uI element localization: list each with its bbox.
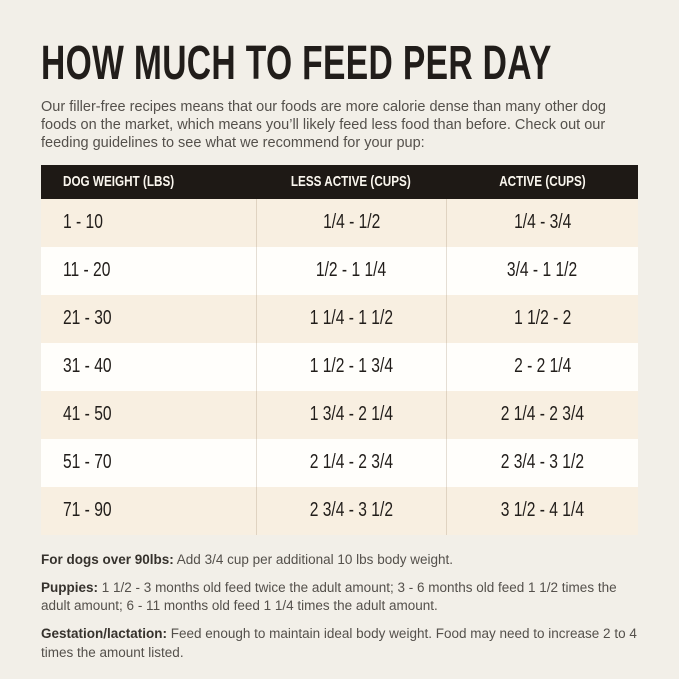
cell-active: 2 - 2 1/4 [446,342,638,391]
table-row: 51 - 70 2 1/4 - 2 3/4 2 3/4 - 3 1/2 [41,438,638,487]
cell-less-active: 1/4 - 1/2 [256,198,446,247]
header-dog-weight: DOG WEIGHT (LBS) [63,173,175,191]
note-text: 1 1/2 - 3 months old feed twice the adul… [41,579,617,614]
cell-active: 2 1/4 - 2 3/4 [446,390,638,439]
cell-weight: 51 - 70 [63,451,112,474]
cell-active: 1 1/2 - 2 [446,294,638,343]
cell-less-active: 1 1/4 - 1 1/2 [256,294,446,343]
note-puppies: Puppies: 1 1/2 - 3 months old feed twice… [41,579,645,617]
cell-weight: 71 - 90 [63,499,112,522]
feeding-table: DOG WEIGHT (LBS) LESS ACTIVE (CUPS) ACTI… [41,164,638,535]
table-header-row: DOG WEIGHT (LBS) LESS ACTIVE (CUPS) ACTI… [41,164,638,199]
footnotes: For dogs over 90lbs: Add 3/4 cup per add… [41,551,645,663]
cell-weight: 21 - 30 [63,307,112,330]
table-row: 31 - 40 1 1/2 - 1 3/4 2 - 2 1/4 [41,342,638,391]
cell-less-active: 1/2 - 1 1/4 [256,246,446,295]
note-over-90lbs: For dogs over 90lbs: Add 3/4 cup per add… [41,551,645,570]
intro-paragraph: Our filler-free recipes means that our f… [41,99,606,151]
cell-active: 1/4 - 3/4 [446,198,638,247]
cell-weight: 41 - 50 [63,403,112,426]
note-label: For dogs over 90lbs: [41,551,174,567]
note-text: Add 3/4 cup per additional 10 lbs body w… [176,551,453,567]
table-row: 1 - 10 1/4 - 1/2 1/4 - 3/4 [41,198,638,247]
note-gestation: Gestation/lactation: Feed enough to main… [41,625,645,663]
header-active: ACTIVE (CUPS) [498,173,586,191]
table-row: 41 - 50 1 3/4 - 2 1/4 2 1/4 - 2 3/4 [41,390,638,439]
cell-active: 2 3/4 - 3 1/2 [446,438,638,487]
note-label: Gestation/lactation: [41,626,168,642]
page-title: HOW MUCH TO FEED PER DAY [41,37,640,90]
note-label: Puppies: [41,579,99,595]
header-less-active: LESS ACTIVE (CUPS) [291,173,411,191]
cell-active: 3/4 - 1 1/2 [446,246,638,295]
page-title-text: HOW MUCH TO FEED PER DAY [41,37,552,90]
cell-less-active: 1 1/2 - 1 3/4 [256,342,446,391]
cell-weight: 11 - 20 [63,259,111,282]
cell-less-active: 2 3/4 - 3 1/2 [256,486,446,535]
cell-active: 3 1/2 - 4 1/4 [446,486,638,535]
note-text: Feed enough to maintain ideal body weigh… [41,626,637,661]
table-row: 11 - 20 1/2 - 1 1/4 3/4 - 1 1/2 [41,246,638,295]
cell-weight: 1 - 10 [63,211,103,234]
cell-weight: 31 - 40 [63,355,112,378]
cell-less-active: 1 3/4 - 2 1/4 [256,390,446,439]
table-row: 21 - 30 1 1/4 - 1 1/2 1 1/2 - 2 [41,294,638,343]
table-row: 71 - 90 2 3/4 - 3 1/2 3 1/2 - 4 1/4 [41,486,638,535]
cell-less-active: 2 1/4 - 2 3/4 [256,438,446,487]
